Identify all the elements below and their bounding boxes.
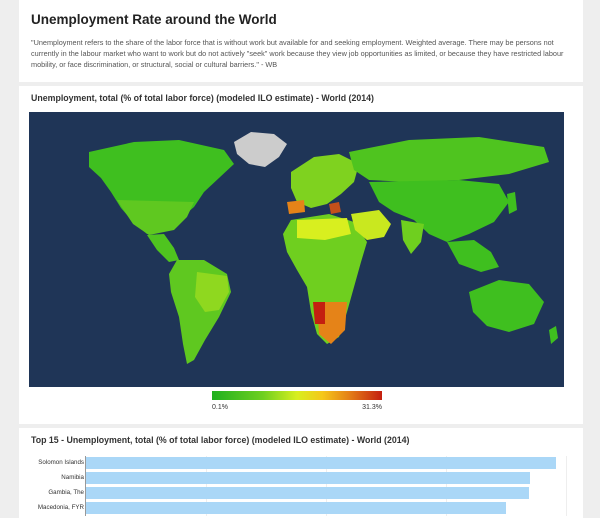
map-region-usa[interactable] — [117, 200, 194, 235]
legend-max-label: 31.3% — [362, 404, 382, 411]
bar-row: Solomon Islands — [19, 457, 583, 469]
intro-card: Unemployment Rate around the World "Unem… — [19, 0, 583, 82]
map-region-greece[interactable] — [329, 202, 341, 214]
world-map[interactable] — [29, 112, 564, 387]
map-region-japan[interactable] — [507, 192, 517, 214]
map-region-europe[interactable] — [291, 154, 359, 208]
gridline — [566, 456, 567, 516]
bar-category-label: Namibia — [61, 474, 84, 481]
map-region-central-america[interactable] — [147, 234, 179, 262]
map-region-australia[interactable] — [469, 280, 544, 332]
map-region-southeast-asia[interactable] — [447, 240, 499, 272]
bar[interactable] — [86, 472, 530, 484]
map-region-india[interactable] — [401, 220, 424, 254]
map-region-greenland[interactable] — [234, 132, 287, 167]
bar-chart-title: Top 15 - Unemployment, total (% of total… — [31, 435, 410, 445]
bar-row: Namibia — [19, 472, 583, 484]
gridline — [206, 456, 207, 516]
map-region-middle-east[interactable] — [351, 210, 391, 240]
map-region-spain[interactable] — [287, 200, 305, 214]
bar-row: Macedonia, FYR — [19, 502, 583, 514]
map-region-north-africa[interactable] — [297, 218, 351, 240]
legend-min-label: 0.1% — [212, 404, 228, 411]
map-region-asia[interactable] — [369, 180, 509, 242]
map-region-namibia[interactable] — [313, 302, 325, 324]
bar-category-label: Gambia, The — [48, 489, 84, 496]
world-map-svg[interactable] — [29, 112, 564, 387]
y-axis-line — [85, 456, 86, 516]
gridline — [326, 456, 327, 516]
map-card: Unemployment, total (% of total labor fo… — [19, 86, 583, 424]
bar-category-label: Solomon Islands — [38, 459, 84, 466]
map-title: Unemployment, total (% of total labor fo… — [31, 93, 374, 103]
gridline — [446, 456, 447, 516]
map-region-russia[interactable] — [349, 137, 549, 182]
bar[interactable] — [86, 457, 556, 469]
bar[interactable] — [86, 502, 506, 514]
color-legend: 0.1% 31.3% — [212, 391, 382, 411]
bar-chart: Solomon Islands Namibia Gambia, The Macedon… — [19, 456, 583, 516]
bar-row: Gambia, The — [19, 487, 583, 499]
bar-chart-card: Top 15 - Unemployment, total (% of total… — [19, 428, 583, 518]
page-title: Unemployment Rate around the World — [31, 12, 277, 27]
bar-category-label: Macedonia, FYR — [37, 504, 84, 511]
bar[interactable] — [86, 487, 529, 499]
legend-gradient — [212, 391, 382, 400]
map-region-brazil[interactable] — [195, 272, 229, 312]
page-description: "Unemployment refers to the share of the… — [31, 38, 564, 70]
map-region-new-zealand[interactable] — [549, 326, 558, 344]
